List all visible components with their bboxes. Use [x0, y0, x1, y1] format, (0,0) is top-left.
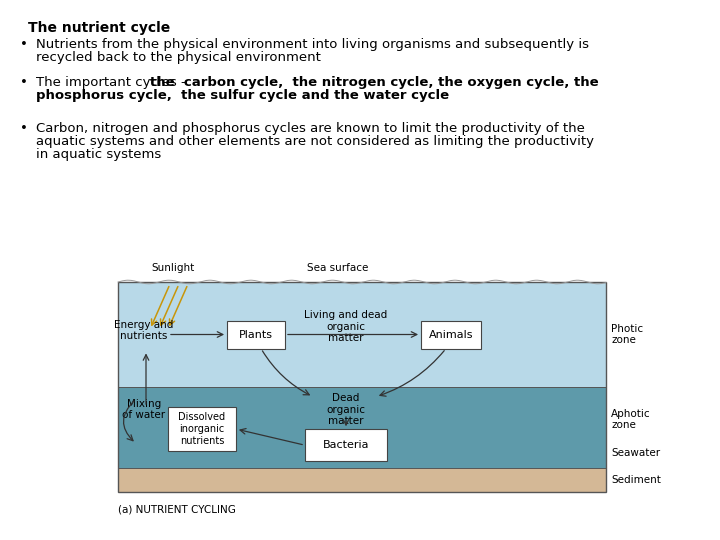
- Text: Sunlight: Sunlight: [151, 263, 194, 273]
- Text: aquatic systems and other elements are not considered as limiting the productivi: aquatic systems and other elements are n…: [36, 135, 594, 148]
- Text: in aquatic systems: in aquatic systems: [36, 148, 161, 161]
- Bar: [305, 429, 387, 461]
- Text: Carbon, nitrogen and phosphorus cycles are known to limit the productivity of th: Carbon, nitrogen and phosphorus cycles a…: [36, 122, 585, 135]
- Text: Seawater: Seawater: [611, 448, 660, 458]
- Text: Nutrients from the physical environment into living organisms and subsequently i: Nutrients from the physical environment …: [36, 38, 589, 51]
- Text: •: •: [20, 38, 28, 51]
- Bar: [118, 468, 606, 492]
- Text: Energy and
nutrients: Energy and nutrients: [114, 320, 174, 341]
- Text: recycled back to the physical environment: recycled back to the physical environmen…: [36, 51, 321, 64]
- Text: •: •: [20, 122, 28, 135]
- Bar: [118, 387, 606, 468]
- Text: Mixing
of water: Mixing of water: [122, 399, 166, 421]
- Text: Sea surface: Sea surface: [307, 263, 369, 273]
- Text: (a) NUTRIENT CYCLING: (a) NUTRIENT CYCLING: [118, 505, 236, 515]
- Text: Dead
organic
matter: Dead organic matter: [326, 393, 366, 426]
- Text: phosphorus cycle,  the sulfur cycle and the water cycle: phosphorus cycle, the sulfur cycle and t…: [36, 89, 449, 102]
- Bar: [118, 282, 606, 387]
- Text: The important cycles -: The important cycles -: [36, 76, 190, 89]
- Text: •: •: [20, 76, 28, 89]
- Text: The nutrient cycle: The nutrient cycle: [28, 21, 170, 35]
- Bar: [421, 321, 481, 348]
- Bar: [118, 282, 606, 492]
- Text: Living and dead
organic
matter: Living and dead organic matter: [305, 310, 387, 343]
- Text: Aphotic
zone: Aphotic zone: [611, 409, 651, 430]
- Text: Photic
zone: Photic zone: [611, 323, 643, 345]
- Text: Bacteria: Bacteria: [323, 440, 369, 450]
- Text: Animals: Animals: [428, 329, 473, 340]
- Text: Dissolved
inorganic
nutrients: Dissolved inorganic nutrients: [179, 413, 225, 446]
- Text: the  carbon cycle,  the nitrogen cycle, the oxygen cycle, the: the carbon cycle, the nitrogen cycle, th…: [150, 76, 598, 89]
- Text: Plants: Plants: [239, 329, 273, 340]
- Bar: [168, 407, 236, 451]
- Text: Sediment: Sediment: [611, 475, 661, 485]
- Bar: [227, 321, 285, 348]
